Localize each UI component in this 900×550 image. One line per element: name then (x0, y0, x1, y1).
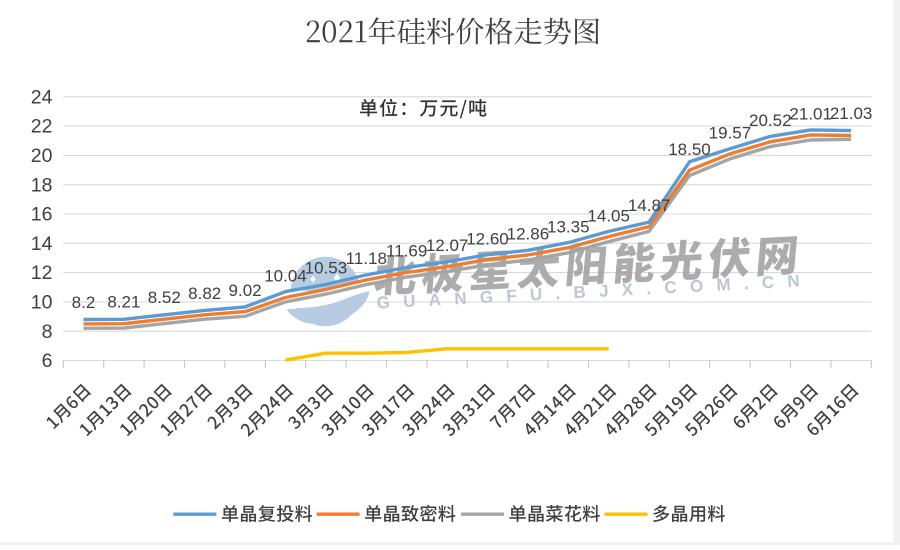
svg-text:14: 14 (31, 233, 53, 255)
svg-text:9.02: 9.02 (229, 281, 262, 300)
svg-text:12: 12 (31, 262, 53, 284)
svg-text:11.69: 11.69 (386, 242, 427, 261)
svg-text:14.05: 14.05 (587, 206, 630, 225)
svg-text:8.21: 8.21 (107, 293, 140, 312)
svg-text:10.53: 10.53 (305, 259, 348, 278)
svg-text:20.52: 20.52 (749, 111, 792, 130)
svg-text:16: 16 (31, 204, 53, 226)
svg-text:11.18: 11.18 (346, 249, 387, 268)
svg-text:12.60: 12.60 (466, 229, 509, 248)
svg-text:22: 22 (31, 116, 53, 138)
svg-text:8: 8 (42, 321, 53, 343)
svg-text:8.2: 8.2 (72, 293, 96, 312)
svg-text:12.07: 12.07 (426, 236, 469, 255)
svg-text:18.50: 18.50 (668, 140, 711, 159)
svg-text:21.01: 21.01 (789, 105, 832, 124)
svg-text:8.82: 8.82 (188, 284, 221, 303)
svg-text:20: 20 (31, 145, 53, 167)
svg-text:10.04: 10.04 (264, 267, 307, 286)
svg-text:18: 18 (31, 174, 53, 196)
svg-text:21.03: 21.03 (830, 104, 873, 123)
svg-text:12.86: 12.86 (507, 225, 550, 244)
svg-text:6: 6 (42, 350, 53, 372)
svg-text:10: 10 (31, 292, 53, 314)
svg-text:19.57: 19.57 (709, 124, 752, 143)
svg-text:8.52: 8.52 (148, 288, 181, 307)
svg-text:24: 24 (31, 86, 53, 108)
svg-text:13.35: 13.35 (547, 217, 590, 236)
svg-text:14.87: 14.87 (628, 196, 671, 215)
